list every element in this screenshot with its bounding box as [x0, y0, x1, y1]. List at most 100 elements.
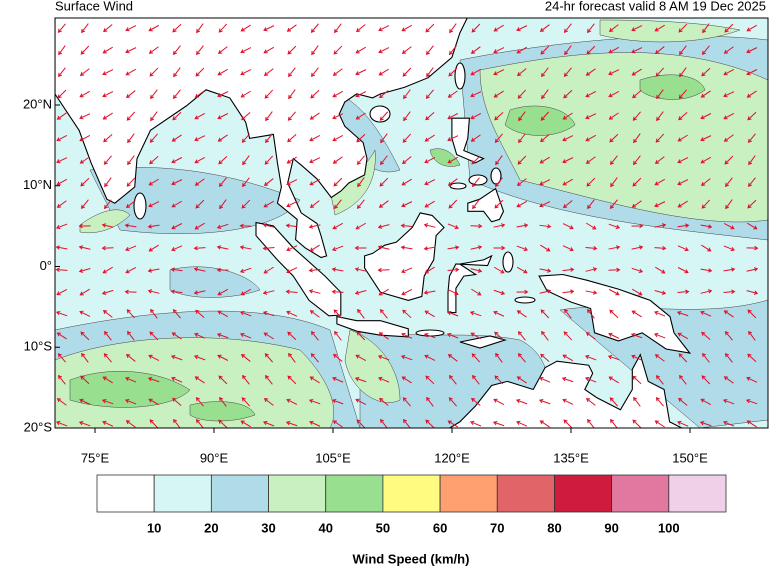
wind-arrow — [677, 157, 689, 164]
wind-arrow — [447, 90, 458, 98]
wind-arrow — [562, 178, 573, 186]
wind-arrow — [102, 266, 113, 274]
wind-arrow — [701, 67, 711, 77]
wind-arrow — [286, 24, 297, 32]
wind-arrow — [172, 111, 182, 121]
wind-arrow — [241, 397, 251, 407]
wind-arrow — [354, 289, 367, 295]
wind-arrow — [354, 245, 367, 251]
wind-arrow — [102, 91, 114, 98]
wind-arrow — [470, 268, 483, 273]
legend-swatch — [496, 474, 555, 513]
legend-level: 70 — [490, 520, 504, 535]
wind-arrow — [309, 200, 320, 208]
wind-arrow — [378, 47, 390, 54]
wind-arrow — [287, 111, 296, 121]
wind-arrow — [400, 354, 413, 361]
lon-label: 120°E — [434, 450, 470, 465]
wind-arrow — [470, 113, 482, 120]
wind-arrow — [127, 133, 135, 144]
wind-arrow — [425, 23, 435, 33]
wind-arrow — [700, 90, 711, 98]
wind-arrow — [401, 288, 413, 296]
wind-arrow — [56, 289, 68, 296]
wind-arrow — [515, 398, 528, 405]
wind-arrows — [55, 23, 759, 428]
wind-arrow — [585, 68, 596, 76]
wind-arrow — [55, 310, 68, 317]
wind-arrow — [423, 246, 436, 251]
wind-arrow — [425, 419, 435, 428]
wind-arrow — [470, 91, 482, 98]
wind-arrow — [193, 290, 206, 295]
wind-arrow — [401, 332, 413, 339]
wind-arrow — [310, 353, 319, 363]
wind-arrow — [286, 156, 297, 164]
wind-arrow — [150, 308, 158, 319]
wind-arrow — [654, 178, 666, 186]
wind-arrow — [286, 310, 298, 317]
wind-arrow — [701, 244, 712, 252]
wind-arrow — [471, 288, 482, 296]
wind-arrow — [377, 354, 390, 361]
wind-arrow — [541, 330, 549, 341]
wind-arrow — [516, 245, 529, 252]
wind-arrow — [562, 245, 574, 252]
wind-arrow — [746, 267, 759, 272]
wind-arrow — [586, 45, 596, 55]
wind-arrow — [492, 420, 505, 427]
wind-arrow — [239, 267, 252, 274]
wind-arrow — [148, 201, 160, 208]
legend-swatch — [611, 474, 670, 513]
wind-arrow — [308, 268, 321, 273]
map-title: Surface Wind — [55, 0, 133, 13]
wind-arrow — [240, 47, 252, 54]
wind-arrow — [331, 289, 344, 295]
wind-arrow — [334, 199, 342, 210]
wind-arrow — [332, 90, 344, 98]
wind-arrow — [56, 134, 68, 142]
wind-arrow — [564, 308, 572, 319]
wind-arrow — [746, 376, 758, 383]
wind-arrow — [425, 111, 435, 121]
wind-arrow — [540, 134, 550, 143]
wind-arrow — [747, 111, 757, 121]
wind-arrow — [332, 68, 343, 76]
wind-arrow — [446, 310, 459, 317]
wind-arrow — [563, 331, 573, 341]
wind-arrow — [447, 267, 460, 272]
wind-arrow — [654, 156, 665, 164]
wind-arrow — [633, 155, 641, 166]
wind-arrow — [309, 310, 320, 318]
wind-arrow — [170, 267, 183, 272]
wind-arrow — [355, 354, 367, 362]
wind-arrow — [288, 352, 296, 363]
legend-swatch — [210, 474, 269, 513]
wind-arrow — [308, 289, 321, 294]
wind-arrow — [286, 398, 298, 405]
wind-arrow — [125, 47, 137, 54]
wind-arrow — [609, 133, 619, 143]
wind-arrow — [263, 398, 274, 406]
wind-arrow — [171, 223, 183, 230]
wind-arrow — [449, 374, 457, 385]
wind-arrow — [562, 354, 574, 362]
wind-arrow — [676, 310, 689, 317]
wind-arrow — [126, 309, 136, 319]
wind-arrow — [171, 376, 183, 383]
wind-arrow — [470, 68, 482, 76]
map-body — [55, 18, 768, 428]
wind-arrow — [563, 419, 573, 428]
wind-arrow — [127, 330, 135, 341]
wind-arrow — [540, 111, 550, 121]
legend-swatch — [325, 474, 384, 513]
wind-arrow — [378, 376, 390, 383]
wind-arrow — [654, 420, 665, 428]
wind-arrow — [447, 245, 460, 250]
wind-arrow — [608, 267, 621, 273]
wind-arrow — [516, 46, 527, 54]
wind-arrow — [563, 67, 572, 77]
wind-arrow — [677, 179, 689, 186]
wind-arrow — [149, 419, 159, 428]
wind-arrow — [241, 133, 250, 143]
